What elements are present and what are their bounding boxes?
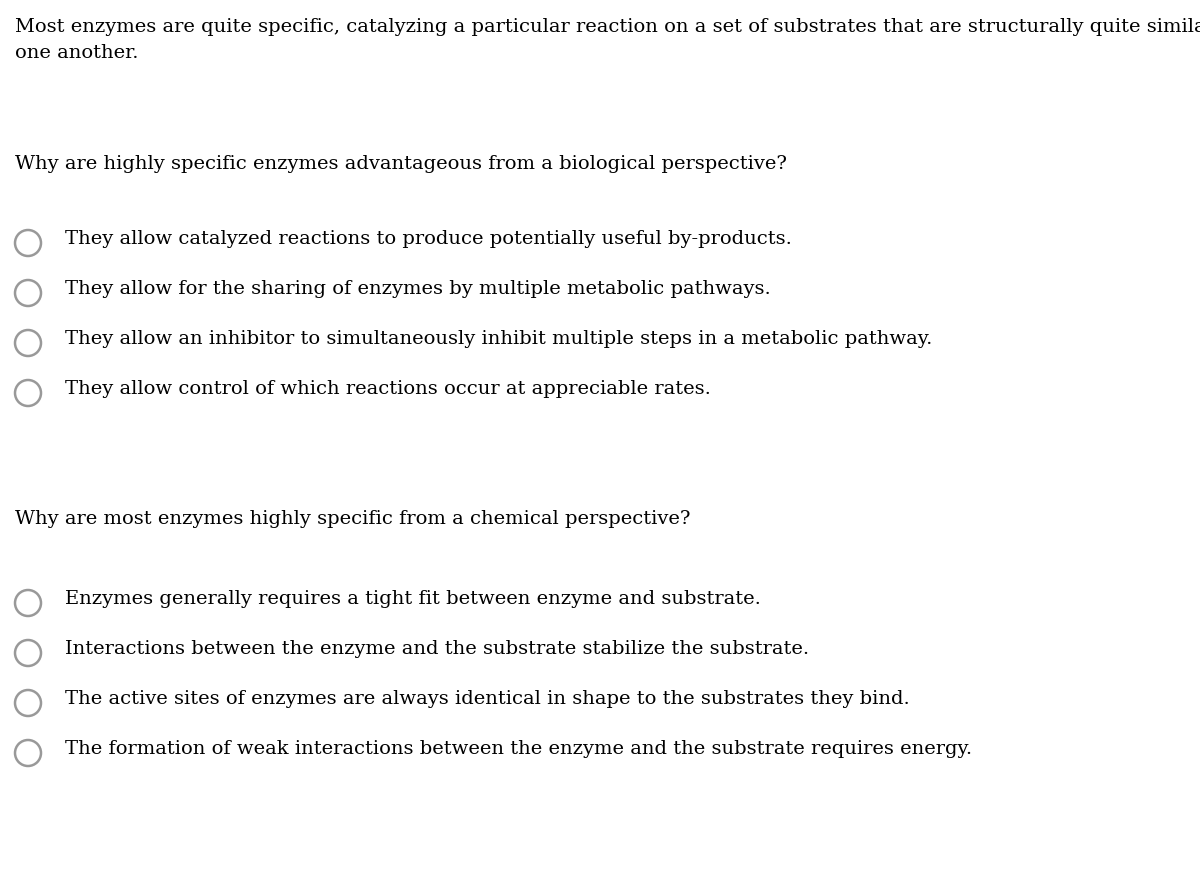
- Text: They allow for the sharing of enzymes by multiple metabolic pathways.: They allow for the sharing of enzymes by…: [65, 280, 770, 298]
- Text: Why are most enzymes highly specific from a chemical perspective?: Why are most enzymes highly specific fro…: [14, 510, 690, 528]
- Text: They allow catalyzed reactions to produce potentially useful by-products.: They allow catalyzed reactions to produc…: [65, 230, 792, 248]
- Text: They allow an inhibitor to simultaneously inhibit multiple steps in a metabolic : They allow an inhibitor to simultaneousl…: [65, 330, 932, 348]
- Text: Why are highly specific enzymes advantageous from a biological perspective?: Why are highly specific enzymes advantag…: [14, 155, 787, 173]
- Text: The active sites of enzymes are always identical in shape to the substrates they: The active sites of enzymes are always i…: [65, 690, 910, 708]
- Text: Most enzymes are quite specific, catalyzing a particular reaction on a set of su: Most enzymes are quite specific, catalyz…: [14, 18, 1200, 36]
- Text: They allow control of which reactions occur at appreciable rates.: They allow control of which reactions oc…: [65, 380, 710, 398]
- Text: The formation of weak interactions between the enzyme and the substrate requires: The formation of weak interactions betwe…: [65, 740, 972, 758]
- Text: one another.: one another.: [14, 44, 138, 62]
- Text: Enzymes generally requires a tight fit between enzyme and substrate.: Enzymes generally requires a tight fit b…: [65, 590, 761, 608]
- Text: Interactions between the enzyme and the substrate stabilize the substrate.: Interactions between the enzyme and the …: [65, 640, 809, 658]
